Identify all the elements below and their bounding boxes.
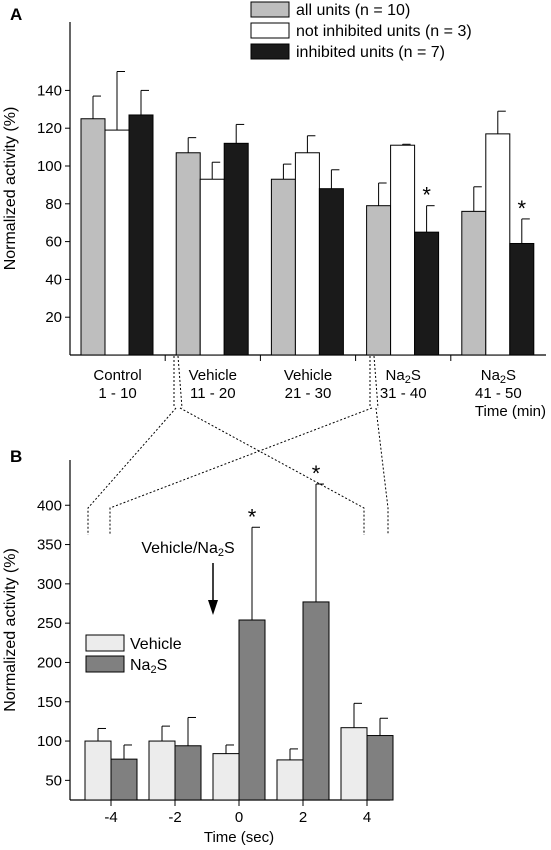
category-label-bottom-a: 41 - 50 bbox=[475, 385, 522, 402]
y-tick-label-a: 60 bbox=[45, 234, 62, 251]
y-tick-label-a: 80 bbox=[45, 196, 62, 213]
zoom-line-mid2 bbox=[109, 407, 373, 535]
category-label-bottom-a: 21 - 30 bbox=[285, 385, 332, 402]
annotation-sub: 2 bbox=[218, 547, 224, 559]
y-axis-title-b: Normalized activity (%) bbox=[2, 548, 19, 712]
category-label-top-a-sub: 2 bbox=[500, 374, 506, 386]
y-tick-label-b: 300 bbox=[37, 576, 62, 593]
y-tick-label-b: 200 bbox=[37, 654, 62, 671]
zoom-vertical bbox=[177, 355, 183, 409]
bar-a bbox=[270, 178, 296, 356]
y-tick-label-b: 350 bbox=[37, 537, 62, 554]
bar-a bbox=[414, 231, 440, 356]
legend-label-a: inhibited units (n = 7) bbox=[296, 44, 445, 61]
legend-swatch-a bbox=[250, 22, 290, 39]
category-label-bottom-a: 1 - 10 bbox=[98, 385, 136, 402]
bar-b bbox=[340, 727, 368, 801]
legend-label-b: Na2S bbox=[130, 657, 167, 676]
x-tick-label-b: -4 bbox=[104, 809, 117, 826]
x-tick-label-b: 4 bbox=[363, 809, 371, 826]
legend-label-b-sub: 2 bbox=[150, 664, 156, 676]
legend-label-a: not inhibited units (n = 3) bbox=[296, 23, 472, 40]
x-tick-label-b: 0 bbox=[235, 809, 243, 826]
y-tick-label-a: 40 bbox=[45, 271, 62, 288]
y-tick-label-b: 150 bbox=[37, 694, 62, 711]
y-tick-label-a: 120 bbox=[37, 120, 62, 137]
bar-a bbox=[366, 205, 392, 356]
bar-a bbox=[80, 118, 106, 356]
bar-a bbox=[175, 152, 201, 356]
legend-label-b: Vehicle bbox=[130, 636, 182, 653]
y-tick-label-b: 50 bbox=[45, 772, 62, 789]
x-tick-label-b: 2 bbox=[299, 809, 307, 826]
y-tick-label-a: 100 bbox=[37, 158, 62, 175]
bar-a bbox=[104, 129, 130, 356]
legend-label-b-base: Na bbox=[130, 657, 151, 674]
category-label-top-a: Control bbox=[93, 367, 141, 384]
legend-swatch-a bbox=[250, 43, 290, 60]
panel-b-label: B bbox=[10, 447, 22, 466]
panel-b-chart: B 50 100 150 200 250 300 350 400 Normalized activ… bbox=[2, 447, 394, 846]
bar-b bbox=[276, 759, 304, 801]
bar-a bbox=[223, 142, 249, 356]
bar-b bbox=[238, 619, 266, 801]
bar-b bbox=[366, 735, 394, 801]
bar-a bbox=[461, 210, 487, 356]
bar-a bbox=[390, 144, 416, 356]
significance-star-b: * bbox=[312, 461, 321, 486]
y-axis-title-a: Normalized activity (%) bbox=[2, 107, 19, 271]
y-tick-label-b: 100 bbox=[37, 733, 62, 750]
y-tick-label-b: 250 bbox=[37, 615, 62, 632]
category-label-top-a-base: Na bbox=[386, 367, 406, 384]
significance-star-a: * bbox=[518, 196, 527, 221]
annotation-base: Vehicle/Na bbox=[141, 540, 218, 557]
legend-swatch-b bbox=[85, 655, 125, 673]
legend-swatch-b bbox=[85, 634, 125, 652]
bar-a bbox=[485, 133, 511, 356]
annotation-text: Vehicle/Na2S bbox=[141, 540, 234, 559]
category-label-bottom-a: 31 - 40 bbox=[380, 385, 427, 402]
significance-star-b: * bbox=[248, 504, 257, 529]
zoom-vertical bbox=[373, 355, 379, 409]
bar-a bbox=[509, 242, 535, 356]
category-label-top-a: Vehicle bbox=[284, 367, 332, 384]
panel-a-label: A bbox=[10, 5, 22, 24]
panel-a-chart: A 20 40 60 80 100 120 140 Normalized activity (%… bbox=[2, 1, 546, 420]
significance-star-a: * bbox=[422, 183, 431, 208]
category-label-top-a: Vehicle bbox=[189, 367, 237, 384]
category-label-top-a: Na2S bbox=[481, 367, 516, 386]
annotation-suffix: S bbox=[224, 540, 235, 557]
bar-b bbox=[302, 601, 330, 801]
category-label-bottom-a: 11 - 20 bbox=[190, 385, 236, 402]
zoom-line-left bbox=[87, 407, 177, 535]
bar-a bbox=[294, 152, 320, 356]
zoom-line-right bbox=[375, 407, 389, 535]
bar-b bbox=[110, 758, 138, 801]
x-axis-title-b: Time (sec) bbox=[204, 829, 274, 846]
legend-label-b-suffix: S bbox=[157, 657, 168, 674]
bar-b bbox=[174, 745, 202, 801]
bar-b bbox=[148, 740, 176, 801]
category-label-top-a-suffix: S bbox=[506, 367, 516, 384]
annotation-arrowhead bbox=[208, 600, 218, 615]
x-axis-title-a: Time (min) bbox=[475, 403, 546, 420]
zoom-connector-lines bbox=[87, 355, 389, 535]
legend-label-a: all units (n = 10) bbox=[296, 2, 410, 19]
category-label-top-a: Na2S bbox=[386, 367, 421, 386]
y-tick-label-b: 400 bbox=[37, 497, 62, 514]
x-tick-label-b: -2 bbox=[168, 809, 181, 826]
bar-a bbox=[128, 114, 154, 356]
bar-a bbox=[318, 188, 344, 356]
bar-a bbox=[199, 178, 225, 356]
category-label-top-a-base: Na bbox=[481, 367, 501, 384]
zoom-line-mid1 bbox=[179, 407, 365, 535]
category-label-top-a-sub: 2 bbox=[405, 374, 411, 386]
y-tick-label-a: 140 bbox=[37, 82, 62, 99]
legend-swatch-a bbox=[250, 1, 290, 18]
bar-b bbox=[212, 753, 240, 801]
category-label-top-a-suffix: S bbox=[411, 367, 421, 384]
y-tick-label-a: 20 bbox=[45, 309, 62, 326]
bar-b bbox=[84, 740, 112, 801]
